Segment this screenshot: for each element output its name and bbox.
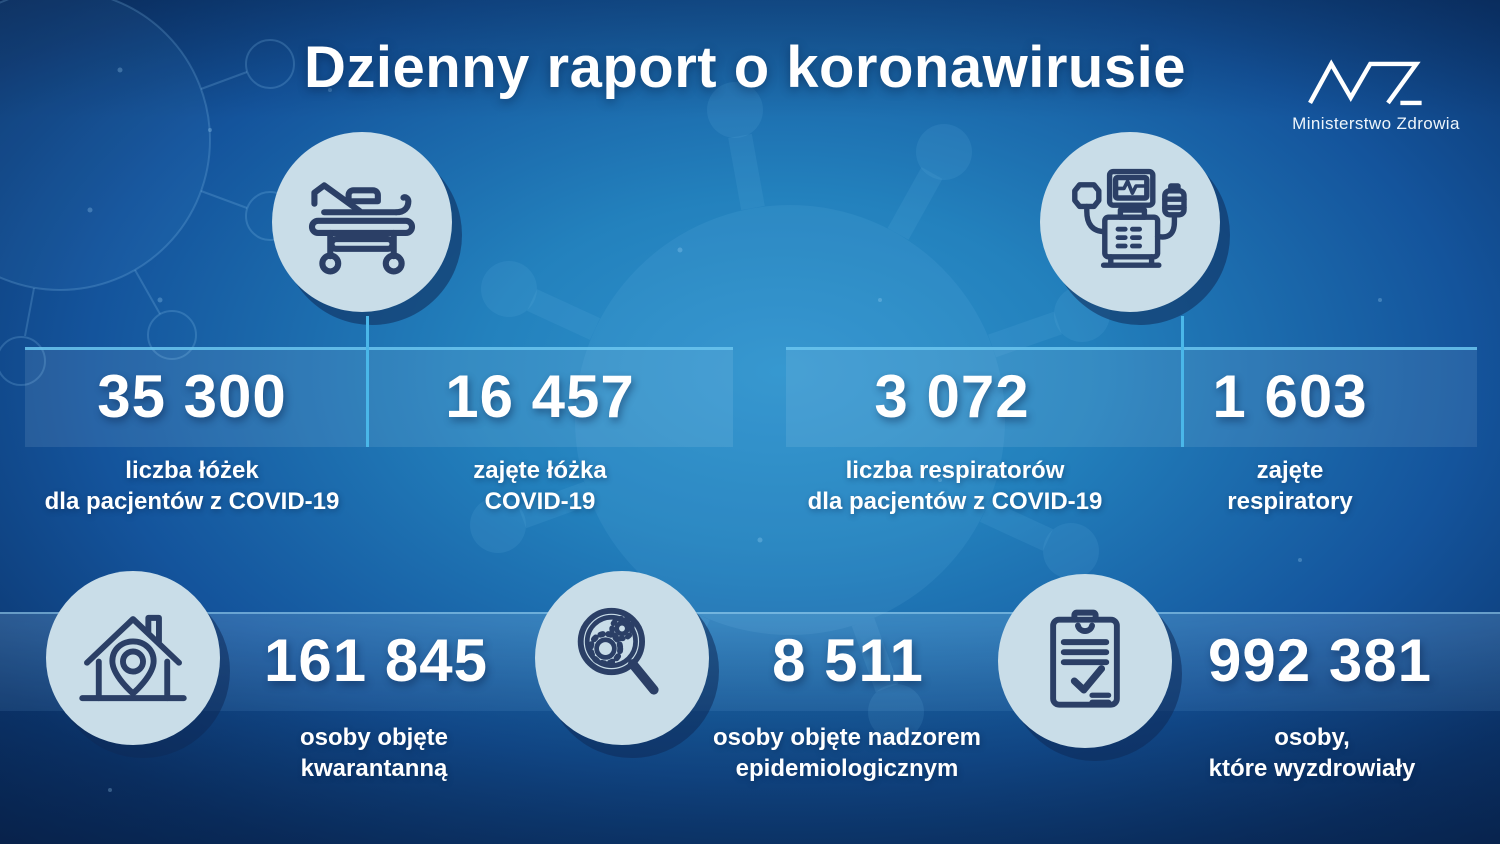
hospital-bed-icon xyxy=(308,182,416,275)
stat-label-recovered: osoby, które wyzdrowiały xyxy=(1208,724,1416,782)
stat-icon-circle-recovered xyxy=(998,574,1172,748)
stat-label-ventilators-total: liczba respiratorów dla pacjentów z COVI… xyxy=(807,457,1103,515)
stat-value-ventilators-occupied: 1 603 xyxy=(1212,363,1368,430)
stat-label-surveillance: osoby objęte nadzorem epidemiologicznym xyxy=(712,724,982,782)
stat-value-beds-total: 35 300 xyxy=(97,363,287,430)
ventilator-icon xyxy=(1072,168,1187,268)
stat-value-ventilators-total: 3 072 xyxy=(874,363,1030,430)
clipboard-check-icon xyxy=(1050,609,1120,708)
stat-icon-circle-quarantine xyxy=(46,571,220,745)
stat-icon-circle-surveillance xyxy=(535,571,709,745)
magnifier-virus-icon xyxy=(577,607,659,695)
stat-label-quarantine: osoby objęte kwarantanną xyxy=(299,724,449,782)
stat-value-surveillance: 8 511 xyxy=(772,627,924,694)
page-title: Dzienny raport o koronawirusie xyxy=(304,35,1186,100)
stat-panel-ventilators-group xyxy=(786,347,1477,447)
stat-label-beds-total: liczba łóżek dla pacjentów z COVID-19 xyxy=(44,457,340,515)
stat-value-recovered: 992 381 xyxy=(1208,627,1432,694)
stat-value-quarantine: 161 845 xyxy=(264,627,488,694)
stat-label-beds-occupied: zajęte łóżka COVID-19 xyxy=(473,457,607,515)
ministry-logo-text: Ministerstwo Zdrowia xyxy=(1292,114,1460,133)
stat-icon-circle-ventilators xyxy=(1040,132,1220,312)
stat-value-beds-occupied: 16 457 xyxy=(445,363,635,430)
bottom-stats-band xyxy=(0,612,1500,711)
stat-panel-beds-group xyxy=(25,347,733,447)
divider-ventilators xyxy=(1181,316,1184,447)
divider-beds xyxy=(366,316,369,447)
house-quarantine-icon xyxy=(79,614,187,702)
stat-icon-circle-beds xyxy=(272,132,452,312)
mz-zigzag-logo-icon xyxy=(1308,59,1422,106)
stat-label-ventilators-occupied: zajęte respiratory xyxy=(1227,457,1353,515)
